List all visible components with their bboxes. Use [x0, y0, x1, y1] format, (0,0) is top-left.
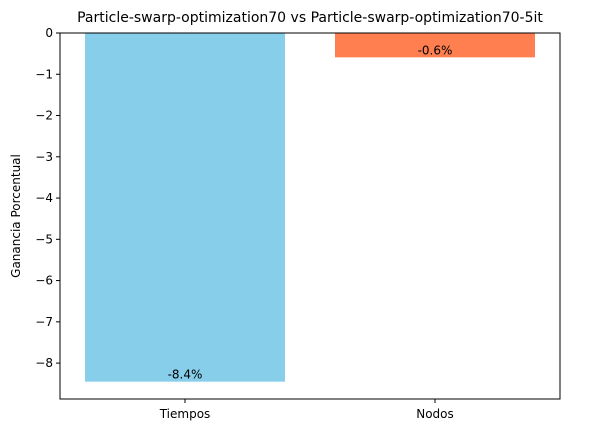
x-tick-label-tiempos: Tiempos [159, 407, 211, 421]
data-label-tiempos: -8.4% [168, 368, 203, 382]
data-label-nodos: -0.6% [418, 43, 453, 57]
chart-title: Particle-swarp-optimization70 vs Particl… [77, 10, 543, 26]
x-tick-label-nodos: Nodos [416, 407, 454, 421]
x-ticks-layer: Tiempos Nodos [159, 399, 454, 421]
bar-tiempos [85, 33, 285, 382]
y-tick-label: −1 [35, 67, 53, 81]
y-tick-label: −6 [35, 274, 53, 288]
y-tick-label: 0 [45, 26, 53, 40]
y-tick-label: −5 [35, 232, 53, 246]
y-tick-label: −7 [35, 315, 53, 329]
y-axis-label: Ganancia Porcentual [9, 154, 23, 278]
y-tick-label: −8 [35, 356, 53, 370]
y-tick-label: −2 [35, 109, 53, 123]
bars-layer [85, 33, 535, 382]
y-tick-label: −4 [35, 191, 53, 205]
y-tick-label: −3 [35, 150, 53, 164]
y-ticks-layer: 0 −1 −2 −3 −4 −5 −6 −7 −8 [35, 26, 60, 370]
